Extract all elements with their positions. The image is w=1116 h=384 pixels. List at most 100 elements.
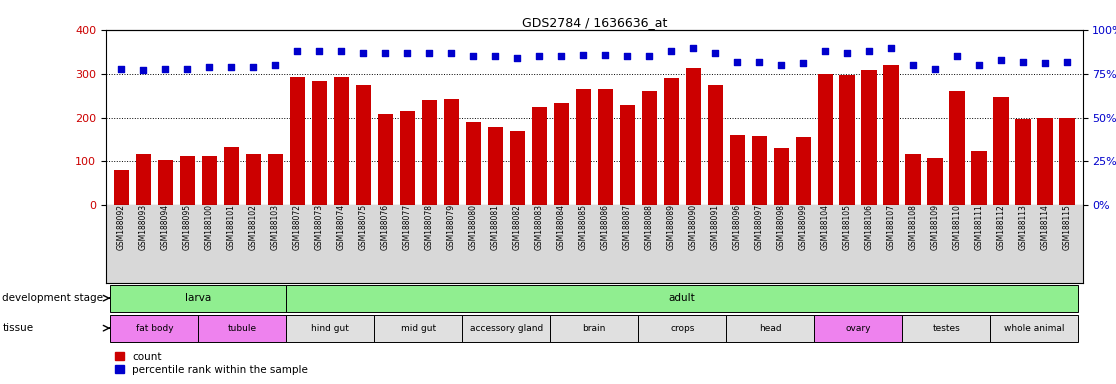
Bar bbox=[287, 314, 374, 342]
Text: whole animal: whole animal bbox=[1004, 324, 1065, 333]
Bar bbox=[136, 154, 151, 205]
Point bbox=[729, 59, 747, 65]
Point bbox=[552, 53, 570, 60]
Point bbox=[530, 53, 548, 60]
Bar bbox=[223, 147, 239, 205]
Point bbox=[816, 48, 834, 54]
Bar bbox=[374, 314, 462, 342]
Bar bbox=[510, 131, 525, 205]
Point bbox=[970, 62, 988, 68]
Text: accessory gland: accessory gland bbox=[470, 324, 542, 333]
Bar bbox=[927, 158, 943, 205]
Point bbox=[904, 62, 922, 68]
Point bbox=[398, 50, 416, 56]
Bar bbox=[619, 106, 635, 205]
Point bbox=[442, 50, 460, 56]
Bar bbox=[377, 114, 393, 205]
Bar bbox=[554, 103, 569, 205]
Bar bbox=[884, 65, 898, 205]
Bar bbox=[597, 89, 613, 205]
Text: crops: crops bbox=[670, 324, 694, 333]
Point bbox=[376, 50, 394, 56]
Point bbox=[883, 45, 901, 51]
Bar bbox=[334, 77, 349, 205]
Point bbox=[662, 48, 680, 54]
Bar bbox=[818, 74, 833, 205]
Bar bbox=[488, 127, 503, 205]
Bar bbox=[685, 68, 701, 205]
Point bbox=[487, 53, 504, 60]
Bar bbox=[1038, 118, 1052, 205]
Point bbox=[750, 59, 768, 65]
Bar bbox=[638, 314, 727, 342]
Point bbox=[222, 64, 240, 70]
Text: hind gut: hind gut bbox=[311, 324, 349, 333]
Bar bbox=[531, 107, 547, 205]
Point bbox=[706, 50, 724, 56]
Text: development stage: development stage bbox=[2, 293, 104, 303]
Point bbox=[1014, 59, 1032, 65]
Text: ovary: ovary bbox=[846, 324, 870, 333]
Bar bbox=[465, 122, 481, 205]
Bar bbox=[157, 160, 173, 205]
Point bbox=[113, 66, 131, 72]
Bar bbox=[862, 70, 877, 205]
Point bbox=[596, 51, 614, 58]
Bar bbox=[993, 97, 1009, 205]
Point bbox=[684, 45, 702, 51]
Text: tissue: tissue bbox=[2, 323, 33, 333]
Point bbox=[795, 60, 812, 66]
Bar bbox=[199, 314, 287, 342]
Bar bbox=[422, 100, 437, 205]
Bar bbox=[971, 151, 987, 205]
Bar bbox=[287, 285, 1078, 312]
Bar bbox=[839, 75, 855, 205]
Bar bbox=[1016, 119, 1031, 205]
Point bbox=[772, 62, 790, 68]
Text: tubule: tubule bbox=[228, 324, 257, 333]
Bar bbox=[444, 99, 459, 205]
Bar bbox=[751, 136, 767, 205]
Bar bbox=[246, 154, 261, 205]
Point bbox=[267, 62, 285, 68]
Point bbox=[1058, 59, 1076, 65]
Bar bbox=[642, 91, 657, 205]
Bar bbox=[180, 156, 195, 205]
Bar bbox=[950, 91, 965, 205]
Point bbox=[509, 55, 527, 61]
Bar bbox=[110, 314, 199, 342]
Point bbox=[355, 50, 373, 56]
Bar bbox=[727, 314, 815, 342]
Point bbox=[464, 53, 482, 60]
Bar bbox=[268, 154, 283, 205]
Point bbox=[618, 53, 636, 60]
Point bbox=[333, 48, 350, 54]
Bar bbox=[730, 135, 744, 205]
Text: testes: testes bbox=[932, 324, 960, 333]
Point bbox=[860, 48, 878, 54]
Point bbox=[156, 66, 174, 72]
Point bbox=[201, 64, 219, 70]
Bar bbox=[290, 77, 305, 205]
Bar bbox=[902, 314, 990, 342]
Text: mid gut: mid gut bbox=[401, 324, 436, 333]
Bar bbox=[550, 314, 638, 342]
Point bbox=[310, 48, 328, 54]
Bar bbox=[815, 314, 902, 342]
Point bbox=[421, 50, 439, 56]
Point bbox=[992, 57, 1010, 63]
Point bbox=[1036, 60, 1054, 66]
Title: GDS2784 / 1636636_at: GDS2784 / 1636636_at bbox=[521, 16, 667, 29]
Point bbox=[926, 66, 944, 72]
Bar bbox=[905, 154, 921, 205]
Text: fat body: fat body bbox=[135, 324, 173, 333]
Point bbox=[135, 67, 153, 73]
Bar bbox=[400, 111, 415, 205]
Bar bbox=[356, 85, 371, 205]
Text: adult: adult bbox=[668, 293, 695, 303]
Legend: count, percentile rank within the sample: count, percentile rank within the sample bbox=[112, 348, 312, 379]
Point bbox=[575, 51, 593, 58]
Point bbox=[179, 66, 196, 72]
Point bbox=[949, 53, 966, 60]
Point bbox=[244, 64, 262, 70]
